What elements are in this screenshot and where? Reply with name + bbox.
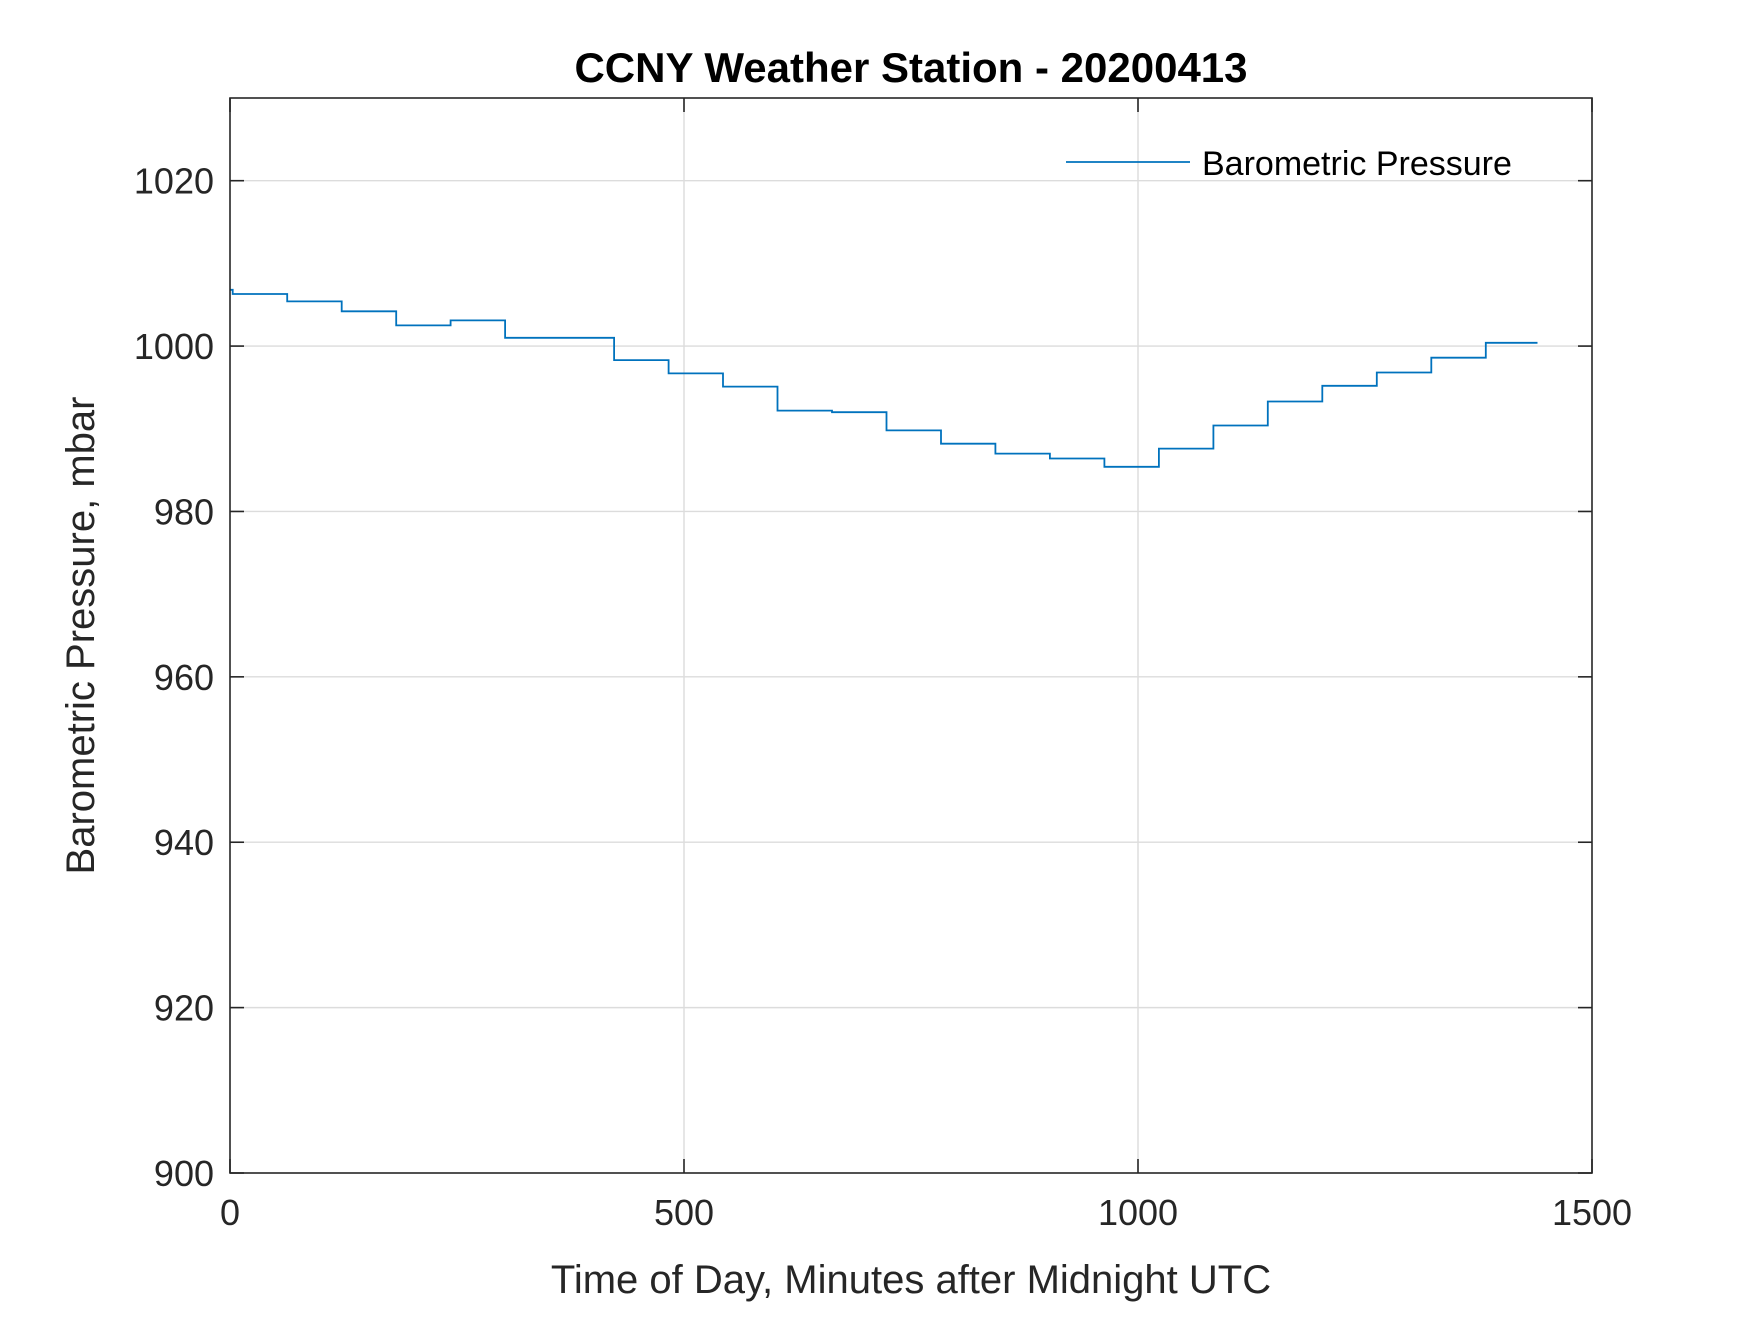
series-layer bbox=[230, 288, 1538, 468]
y-tick-label: 980 bbox=[154, 491, 214, 532]
y-tick-label: 960 bbox=[154, 657, 214, 698]
y-tick-label: 1000 bbox=[134, 326, 214, 367]
legend: Barometric Pressure bbox=[1066, 145, 1512, 183]
x-tick-label: 1000 bbox=[1098, 1192, 1178, 1233]
legend-label-barometric-pressure: Barometric Pressure bbox=[1202, 145, 1512, 183]
x-tick-label: 0 bbox=[220, 1192, 240, 1233]
x-tick-label: 1500 bbox=[1552, 1192, 1632, 1233]
y-axis-label: Barometric Pressure, mbar bbox=[59, 397, 103, 875]
y-tick-label: 920 bbox=[154, 988, 214, 1029]
chart-title: CCNY Weather Station - 20200413 bbox=[574, 44, 1247, 91]
x-axis-label: Time of Day, Minutes after Midnight UTC bbox=[551, 1258, 1271, 1302]
plot-frame bbox=[229, 97, 1593, 1174]
plot-area bbox=[230, 98, 1592, 1173]
x-tick-label: 500 bbox=[654, 1192, 714, 1233]
y-tick-label: 940 bbox=[154, 822, 214, 863]
y-tick-label: 900 bbox=[154, 1153, 214, 1194]
y-tick-label: 1020 bbox=[134, 161, 214, 202]
series-line-barometric-pressure bbox=[230, 288, 1538, 468]
tick-layer: 0 500 1000 1500 900 920 940 960 980 1000 1020 bbox=[134, 98, 1632, 1233]
grid-layer bbox=[230, 98, 1592, 1173]
